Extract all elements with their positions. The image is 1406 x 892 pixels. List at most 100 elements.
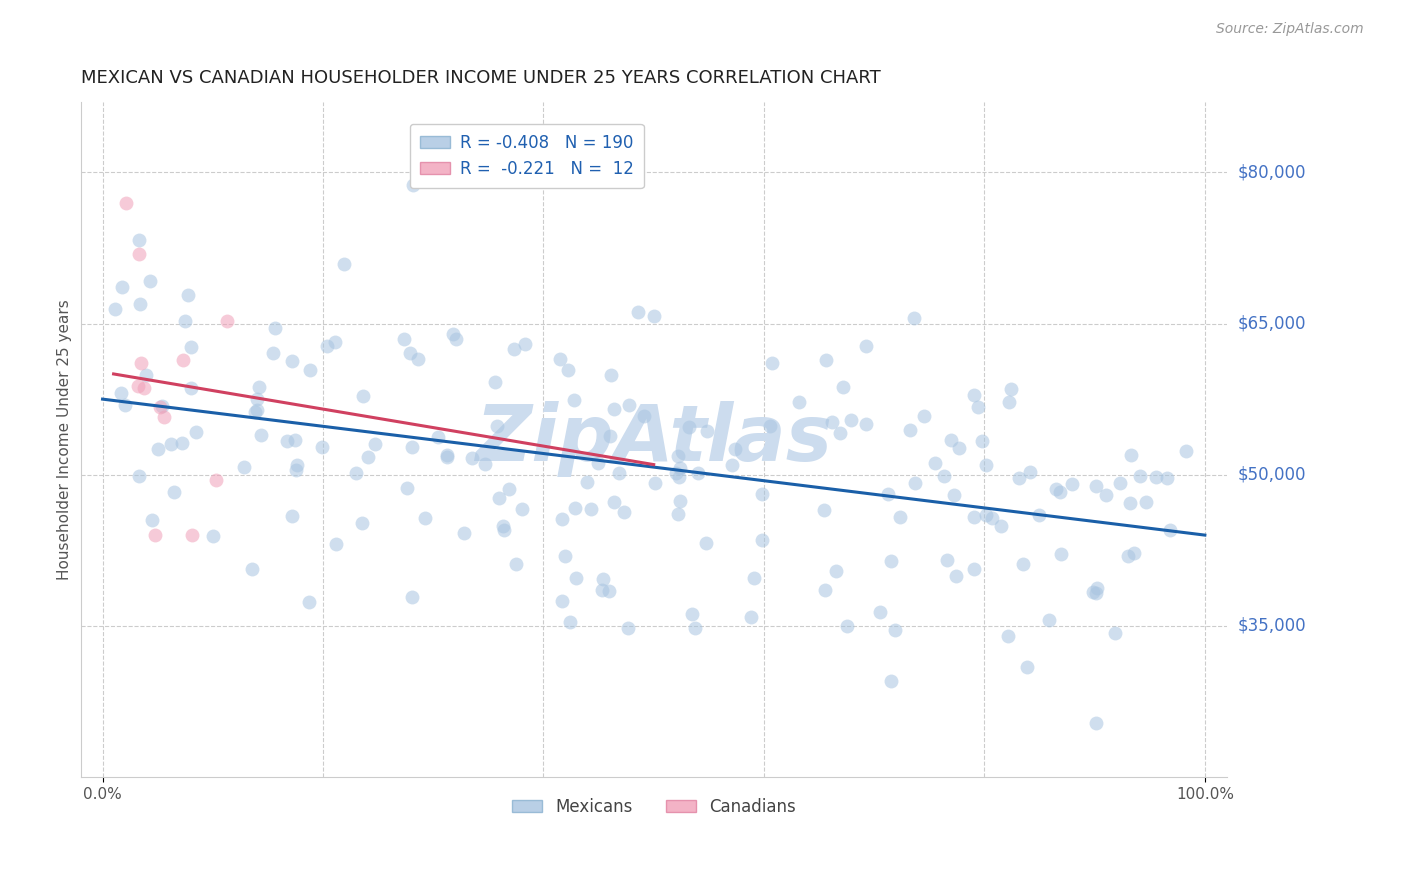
Point: [740, 609, 762, 624]
Point: [250, 428, 273, 442]
Point: [1129, 469, 1152, 483]
Point: [830, 426, 852, 441]
Point: [821, 415, 844, 429]
Point: [505, 557, 527, 571]
Point: [562, 393, 585, 408]
Point: [903, 311, 925, 326]
Point: [184, 425, 207, 439]
Point: [427, 429, 450, 443]
Point: [884, 624, 907, 638]
Point: [825, 564, 848, 578]
Point: [997, 629, 1019, 643]
Point: [935, 553, 957, 567]
Point: [1084, 586, 1107, 600]
Point: [759, 418, 782, 433]
Point: [814, 352, 837, 367]
Y-axis label: Householder Income Under 25 years: Householder Income Under 25 years: [58, 299, 72, 580]
Point: [939, 434, 962, 448]
Point: [160, 436, 183, 450]
Point: [997, 394, 1019, 409]
Point: [217, 314, 239, 328]
Point: [974, 458, 997, 472]
Point: [1015, 660, 1038, 674]
Point: [554, 549, 576, 563]
Point: [603, 494, 626, 508]
Point: [492, 519, 515, 533]
Point: [681, 607, 703, 621]
Point: [141, 513, 163, 527]
Point: [695, 536, 717, 550]
Point: [392, 332, 415, 346]
Point: [721, 458, 744, 473]
Point: [363, 436, 385, 450]
Point: [281, 353, 304, 368]
Point: [1038, 613, 1060, 627]
Point: [963, 562, 986, 576]
Point: [1104, 626, 1126, 640]
Point: [751, 487, 773, 501]
Point: [205, 473, 228, 487]
Point: [146, 442, 169, 456]
Point: [678, 419, 700, 434]
Point: [980, 510, 1002, 524]
Point: [1000, 382, 1022, 396]
Point: [787, 395, 810, 409]
Point: [603, 401, 626, 416]
Point: [616, 622, 638, 636]
Point: [401, 440, 423, 454]
Point: [1119, 496, 1142, 510]
Point: [1119, 448, 1142, 462]
Point: [128, 247, 150, 261]
Point: [1062, 476, 1084, 491]
Point: [688, 466, 710, 480]
Point: [551, 594, 574, 608]
Point: [576, 475, 599, 489]
Point: [232, 460, 254, 475]
Point: [246, 392, 269, 406]
Text: $35,000: $35,000: [1239, 616, 1306, 635]
Point: [668, 470, 690, 484]
Point: [316, 338, 339, 352]
Text: $80,000: $80,000: [1239, 163, 1306, 181]
Point: [1085, 581, 1108, 595]
Point: [1008, 471, 1031, 485]
Point: [970, 434, 993, 448]
Point: [855, 339, 877, 353]
Point: [280, 509, 302, 524]
Point: [879, 673, 901, 688]
Point: [150, 400, 173, 414]
Point: [579, 502, 602, 516]
Point: [599, 429, 621, 443]
Point: [974, 508, 997, 523]
Point: [110, 386, 132, 401]
Point: [145, 528, 167, 542]
Point: [246, 403, 269, 417]
Text: $50,000: $50,000: [1239, 466, 1306, 483]
Point: [498, 483, 520, 497]
Point: [1108, 475, 1130, 490]
Point: [1159, 523, 1181, 537]
Point: [586, 456, 609, 470]
Point: [395, 481, 418, 495]
Point: [173, 314, 195, 328]
Point: [643, 309, 665, 323]
Point: [441, 326, 464, 341]
Point: [889, 509, 911, 524]
Point: [668, 449, 690, 463]
Point: [898, 423, 921, 437]
Point: [262, 346, 284, 360]
Point: [1049, 547, 1071, 561]
Point: [356, 450, 378, 465]
Point: [945, 569, 967, 583]
Point: [814, 582, 837, 597]
Point: [932, 469, 955, 483]
Point: [352, 516, 374, 530]
Point: [591, 582, 613, 597]
Point: [264, 321, 287, 335]
Point: [696, 425, 718, 439]
Point: [644, 475, 666, 490]
Point: [298, 363, 321, 377]
Point: [613, 505, 636, 519]
Point: [1011, 557, 1033, 571]
Point: [839, 413, 862, 427]
